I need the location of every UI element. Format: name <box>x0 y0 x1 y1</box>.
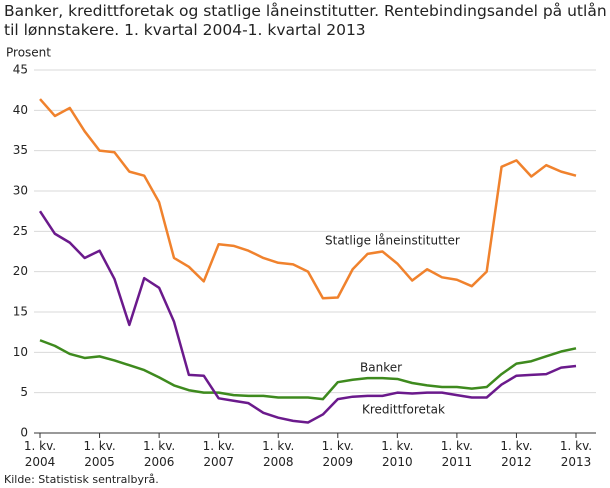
x-tick-label-line: 2010 <box>382 455 413 469</box>
line-series <box>39 339 577 401</box>
y-axis-label: Prosent <box>6 46 51 60</box>
x-tick-label: 1. kv. 2010 <box>381 439 413 469</box>
y-tick-label: 30 <box>13 184 28 198</box>
x-tick-label: 1. kv. 2007 <box>203 439 235 469</box>
x-tick-label-line: 2007 <box>203 455 234 469</box>
line-series <box>39 98 577 300</box>
x-tick-label-line: 2009 <box>323 455 354 469</box>
x-tick-label: 1. kv. 2013 <box>560 439 592 469</box>
x-tick-label: 1. kv. 2009 <box>322 439 354 469</box>
x-tick-label-line: 2006 <box>144 455 175 469</box>
x-tick-label-line: 1. kv. <box>381 439 413 453</box>
x-tick-label: 1. kv. 2012 <box>500 439 532 469</box>
x-tick-label-line: 1. kv. <box>560 439 592 453</box>
x-tick-label: 1. kv. 2004 <box>24 439 56 469</box>
x-tick-label-line: 2011 <box>442 455 473 469</box>
x-tick-label-line: 2013 <box>561 455 592 469</box>
x-tick-label-line: 1. kv. <box>262 439 294 453</box>
x-tick-label-line: 2004 <box>25 455 56 469</box>
y-tick-label: 15 <box>13 305 28 319</box>
source: Kilde: Statistisk sentralbyrå. <box>4 473 159 486</box>
y-tick-label: 10 <box>13 345 28 359</box>
y-tick-label: 45 <box>13 63 28 77</box>
x-tick-label-line: 2008 <box>263 455 294 469</box>
y-tick-label: 40 <box>13 103 28 117</box>
x-tick-label: 1. kv. 2005 <box>83 439 115 469</box>
x-tick-label-line: 2005 <box>84 455 115 469</box>
x-tick-label-line: 2012 <box>501 455 532 469</box>
line-series <box>38 210 577 424</box>
x-tick-label-line: 1. kv. <box>83 439 115 453</box>
y-tick-label: 0 <box>20 426 28 440</box>
series-label: Statlige låneinstitutter <box>325 234 460 248</box>
x-tick-label-line: 1. kv. <box>203 439 235 453</box>
x-tick-label: 1. kv. 2006 <box>143 439 175 469</box>
x-tick-label-line: 1. kv. <box>143 439 175 453</box>
x-tick-label-line: 1. kv. <box>500 439 532 453</box>
x-tick-label: 1. kv. 2008 <box>262 439 294 469</box>
x-tick-label: 1. kv. 2011 <box>441 439 473 469</box>
y-tick-label: 20 <box>13 264 28 278</box>
y-tick-label: 25 <box>13 224 28 238</box>
series-label: Kredittforetak <box>362 403 445 417</box>
chart-title: Banker, kredittforetak og statlige lånei… <box>4 2 607 39</box>
x-tick-label-line: 1. kv. <box>322 439 354 453</box>
x-tick-label-line: 1. kv. <box>24 439 56 453</box>
y-tick-label: 35 <box>13 143 28 157</box>
x-tick-label-line: 1. kv. <box>441 439 473 453</box>
y-tick-label: 5 <box>20 385 28 399</box>
series-label: Banker <box>360 361 402 375</box>
